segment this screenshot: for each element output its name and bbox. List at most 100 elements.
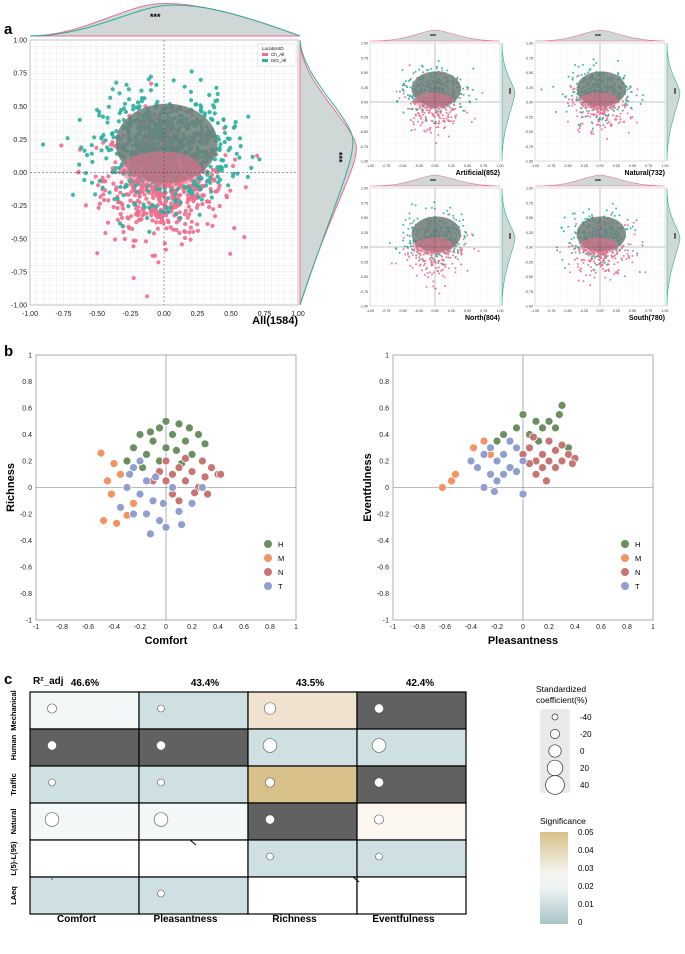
data-point-ch (403, 96, 406, 99)
size-legend-label: 20 (580, 764, 589, 773)
data-point-T (466, 456, 476, 466)
small-x-tick: 1.00 (497, 164, 504, 168)
data-point-ch (621, 100, 624, 103)
data-point-iso (415, 254, 418, 257)
data-point-ch (126, 224, 131, 229)
data-point-ch (442, 120, 445, 123)
data-point-iso (105, 115, 110, 120)
data-point-ch (456, 258, 459, 261)
data-point-ch (593, 260, 595, 263)
data-point-ch (223, 153, 228, 158)
data-point-ch (597, 120, 600, 123)
x-tick-label: -0.75 (56, 311, 72, 318)
data-point-iso (613, 214, 616, 217)
data-point-iso (154, 82, 159, 87)
data-point-iso (621, 109, 624, 112)
size-legend-label: 0 (580, 747, 585, 756)
x-tick-label: -0.6 (82, 624, 94, 631)
data-point-iso (641, 94, 644, 97)
data-point-ch (435, 126, 438, 129)
data-point-iso (588, 208, 590, 211)
data-point-iso (257, 157, 262, 162)
data-point-iso (618, 214, 621, 217)
column-label: Eventfulness (372, 914, 435, 925)
data-point-M (469, 443, 479, 453)
data-point-iso (462, 224, 465, 227)
data-point-iso (402, 223, 405, 226)
data-point-iso (433, 122, 435, 125)
data-point-iso (570, 252, 573, 254)
data-point-ch (177, 230, 182, 236)
data-point-iso (565, 110, 568, 113)
data-point-iso (449, 250, 452, 253)
data-point-ch (212, 177, 217, 182)
data-point-N (174, 463, 184, 473)
data-point-iso (403, 82, 406, 85)
data-point-iso (463, 235, 466, 238)
main-x-ticks: -1.00 -0.75 -0.50 -0.25 0.00 0.25 0.50 0.75 1.00 (22, 311, 305, 318)
data-point-ch (418, 106, 421, 109)
r2-value: 46.6% (71, 678, 99, 689)
y-tick-label: -0.25 (11, 203, 27, 210)
data-point-iso (127, 97, 132, 102)
data-point-ch (621, 247, 623, 250)
row-label: LAeq (9, 886, 18, 905)
data-point-iso (146, 189, 151, 194)
data-point-ch (444, 266, 447, 268)
data-point-ch (578, 250, 581, 252)
data-point-iso (406, 245, 409, 248)
legend-marker-T (621, 582, 629, 590)
data-point-iso (398, 90, 401, 93)
data-point-iso (411, 203, 414, 206)
data-point-ch (151, 231, 156, 236)
data-point-ch (438, 292, 441, 295)
data-point-ch (441, 114, 444, 117)
small-y-tick: -0.50 (525, 275, 533, 279)
data-point-ch (212, 214, 218, 219)
data-point-iso (577, 247, 580, 249)
data-point-ch (445, 109, 448, 111)
size-legend-circle (546, 759, 564, 777)
data-point-ch (143, 239, 149, 244)
data-point-N (168, 469, 177, 479)
data-point-N (538, 463, 547, 473)
heatmap-cell (138, 765, 249, 804)
data-point-iso (146, 77, 151, 82)
data-point-ch (423, 111, 426, 114)
data-point-iso (212, 105, 217, 110)
data-point-ch (431, 273, 433, 276)
small-y-tick: 0.00 (361, 246, 368, 250)
data-point-ch (447, 119, 450, 122)
data-point-ch (414, 114, 417, 117)
data-point-ch (589, 260, 591, 262)
data-point-iso (462, 218, 465, 221)
data-point-iso (198, 108, 203, 113)
data-point-ch (406, 107, 409, 110)
data-point-iso (116, 119, 121, 124)
coefficient-circle (157, 704, 165, 713)
row-label: Natural (9, 809, 18, 835)
y-tick-label: -1 (383, 618, 389, 625)
data-point-ch (115, 205, 120, 211)
data-point-iso (250, 154, 255, 159)
data-point-ch (448, 267, 451, 270)
small-plot-label: North(804) (465, 315, 500, 322)
x-tick-label: 0.8 (622, 624, 632, 631)
small-y-tick: -0.75 (360, 290, 368, 294)
small-x-tick: 1.00 (662, 309, 669, 313)
data-point-ch (412, 245, 415, 247)
x-tick-label: 1 (294, 624, 298, 631)
data-point-iso (147, 205, 152, 210)
data-point-iso (93, 192, 98, 197)
data-point-iso (106, 104, 111, 109)
data-point-iso (221, 117, 226, 122)
panel-letter-c: c (4, 671, 12, 688)
data-point-ch (631, 254, 634, 257)
data-point-iso (222, 130, 228, 135)
data-point-ch (605, 269, 608, 272)
data-point-ch (179, 242, 184, 247)
data-point-ch (432, 280, 435, 283)
data-point-H (538, 423, 547, 433)
small-y-tick: 0.50 (361, 71, 368, 75)
panel-a-main-plot: *** *** LocationID Ch_All ISO_All -1.00-… (11, 2, 357, 327)
